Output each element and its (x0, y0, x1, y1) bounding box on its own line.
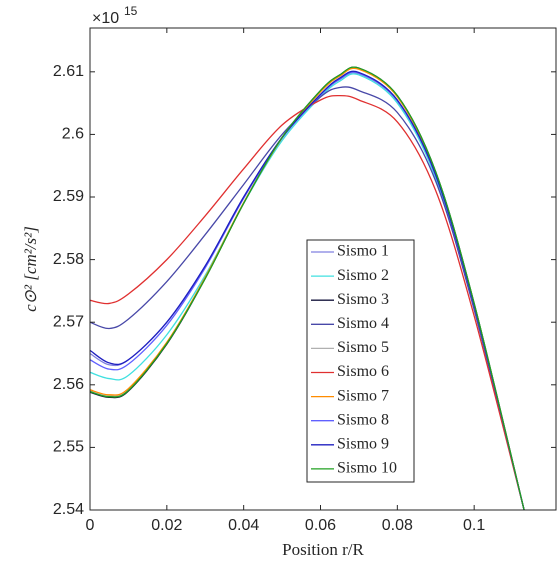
legend-label: Sismo 8 (337, 411, 389, 428)
x-axis-label: Position r/R (282, 540, 364, 559)
y-tick-label: 2.55 (53, 439, 84, 456)
y-tick-label: 2.56 (53, 376, 84, 393)
x-tick-label: 0 (86, 517, 95, 534)
legend-label: Sismo 1 (337, 243, 389, 260)
y-tick-label: 2.57 (53, 313, 84, 330)
x-tick-label: 0.04 (228, 517, 259, 534)
legend (306, 239, 415, 483)
x-tick-label: 0.08 (382, 517, 413, 534)
legend-label: Sismo 2 (337, 267, 389, 284)
x-tick-label: 0.1 (463, 517, 485, 534)
series-line (90, 86, 525, 510)
y-tick-label: 2.6 (62, 126, 84, 143)
y-multiplier: ×10 (92, 10, 119, 27)
series-line (90, 66, 525, 510)
series-line (90, 94, 525, 510)
y-tick-label: 2.59 (53, 188, 84, 205)
y-axis-label: c⊙² [cm²/s²] (21, 226, 40, 312)
y-tick-label: 2.54 (53, 501, 84, 518)
legend-label: Sismo 7 (337, 387, 389, 404)
legend-label: Sismo 3 (337, 291, 389, 308)
legend-label: Sismo 4 (337, 315, 389, 332)
legend-label: Sismo 9 (337, 435, 389, 452)
axes-box (89, 27, 557, 511)
legend-label: Sismo 5 (337, 339, 389, 356)
y-tick-label: 2.58 (53, 251, 84, 268)
y-tick-label: 2.61 (53, 63, 84, 80)
y-multiplier-exponent: 15 (124, 4, 138, 18)
legend-label: Sismo 10 (337, 460, 397, 477)
legend-label: Sismo 6 (337, 363, 389, 380)
x-tick-label: 0.06 (305, 517, 336, 534)
x-tick-label: 0.02 (151, 517, 182, 534)
plot-area (90, 66, 525, 510)
